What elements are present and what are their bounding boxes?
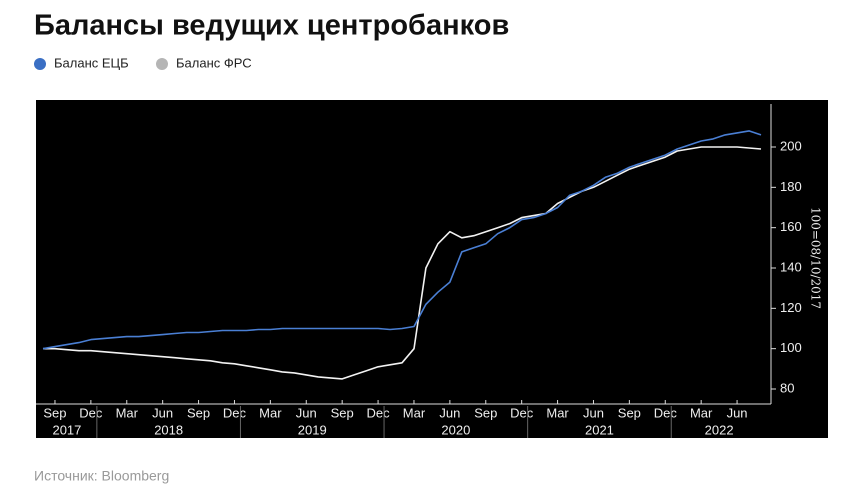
year-label: 2019 bbox=[298, 422, 327, 437]
x-tick-label: Dec bbox=[510, 405, 534, 420]
x-tick-label: Jun bbox=[439, 405, 460, 420]
y-axis-label: 100=08/10/2017 bbox=[809, 207, 823, 309]
x-tick-label: Sep bbox=[331, 405, 354, 420]
x-tick-label: Dec bbox=[223, 405, 247, 420]
legend-marker bbox=[156, 58, 168, 70]
y-tick-label: 80 bbox=[780, 380, 794, 395]
series-line bbox=[42, 130, 762, 350]
legend-label: Баланс ФРС bbox=[176, 55, 252, 70]
year-label: 2018 bbox=[154, 422, 183, 437]
chart-title: Балансы ведущих центробанков bbox=[34, 10, 509, 42]
y-tick-label: 140 bbox=[780, 259, 802, 274]
legend-label: Баланс ЕЦБ bbox=[54, 55, 129, 70]
x-tick-label: Jun bbox=[583, 405, 604, 420]
y-tick-label: 120 bbox=[780, 300, 802, 315]
legend-marker bbox=[34, 58, 46, 70]
x-tick-label: Sep bbox=[474, 405, 497, 420]
series-line bbox=[43, 146, 762, 380]
x-tick-label: Sep bbox=[618, 405, 641, 420]
y-tick-label: 200 bbox=[780, 138, 802, 153]
year-label: 2022 bbox=[705, 422, 734, 437]
year-label: 2017 bbox=[52, 422, 81, 437]
x-tick-label: Jun bbox=[296, 405, 317, 420]
x-tick-label: Mar bbox=[690, 405, 713, 420]
y-tick-label: 100 bbox=[780, 340, 802, 355]
x-tick-label: Mar bbox=[546, 405, 569, 420]
year-label: 2020 bbox=[441, 422, 470, 437]
x-tick-label: Dec bbox=[367, 405, 391, 420]
x-tick-label: Jun bbox=[152, 405, 173, 420]
source: Источник: Bloomberg bbox=[34, 468, 169, 484]
x-tick-label: Sep bbox=[187, 405, 210, 420]
x-tick-label: Dec bbox=[654, 405, 678, 420]
x-tick-label: Dec bbox=[79, 405, 103, 420]
x-tick-label: Sep bbox=[43, 405, 66, 420]
year-label: 2021 bbox=[585, 422, 614, 437]
plot-panel bbox=[36, 100, 828, 438]
y-tick-label: 180 bbox=[780, 179, 802, 194]
y-tick-label: 160 bbox=[780, 219, 802, 234]
x-tick-label: Mar bbox=[259, 405, 282, 420]
x-tick-label: Mar bbox=[116, 405, 139, 420]
x-tick-label: Mar bbox=[403, 405, 426, 420]
x-tick-label: Jun bbox=[727, 405, 748, 420]
